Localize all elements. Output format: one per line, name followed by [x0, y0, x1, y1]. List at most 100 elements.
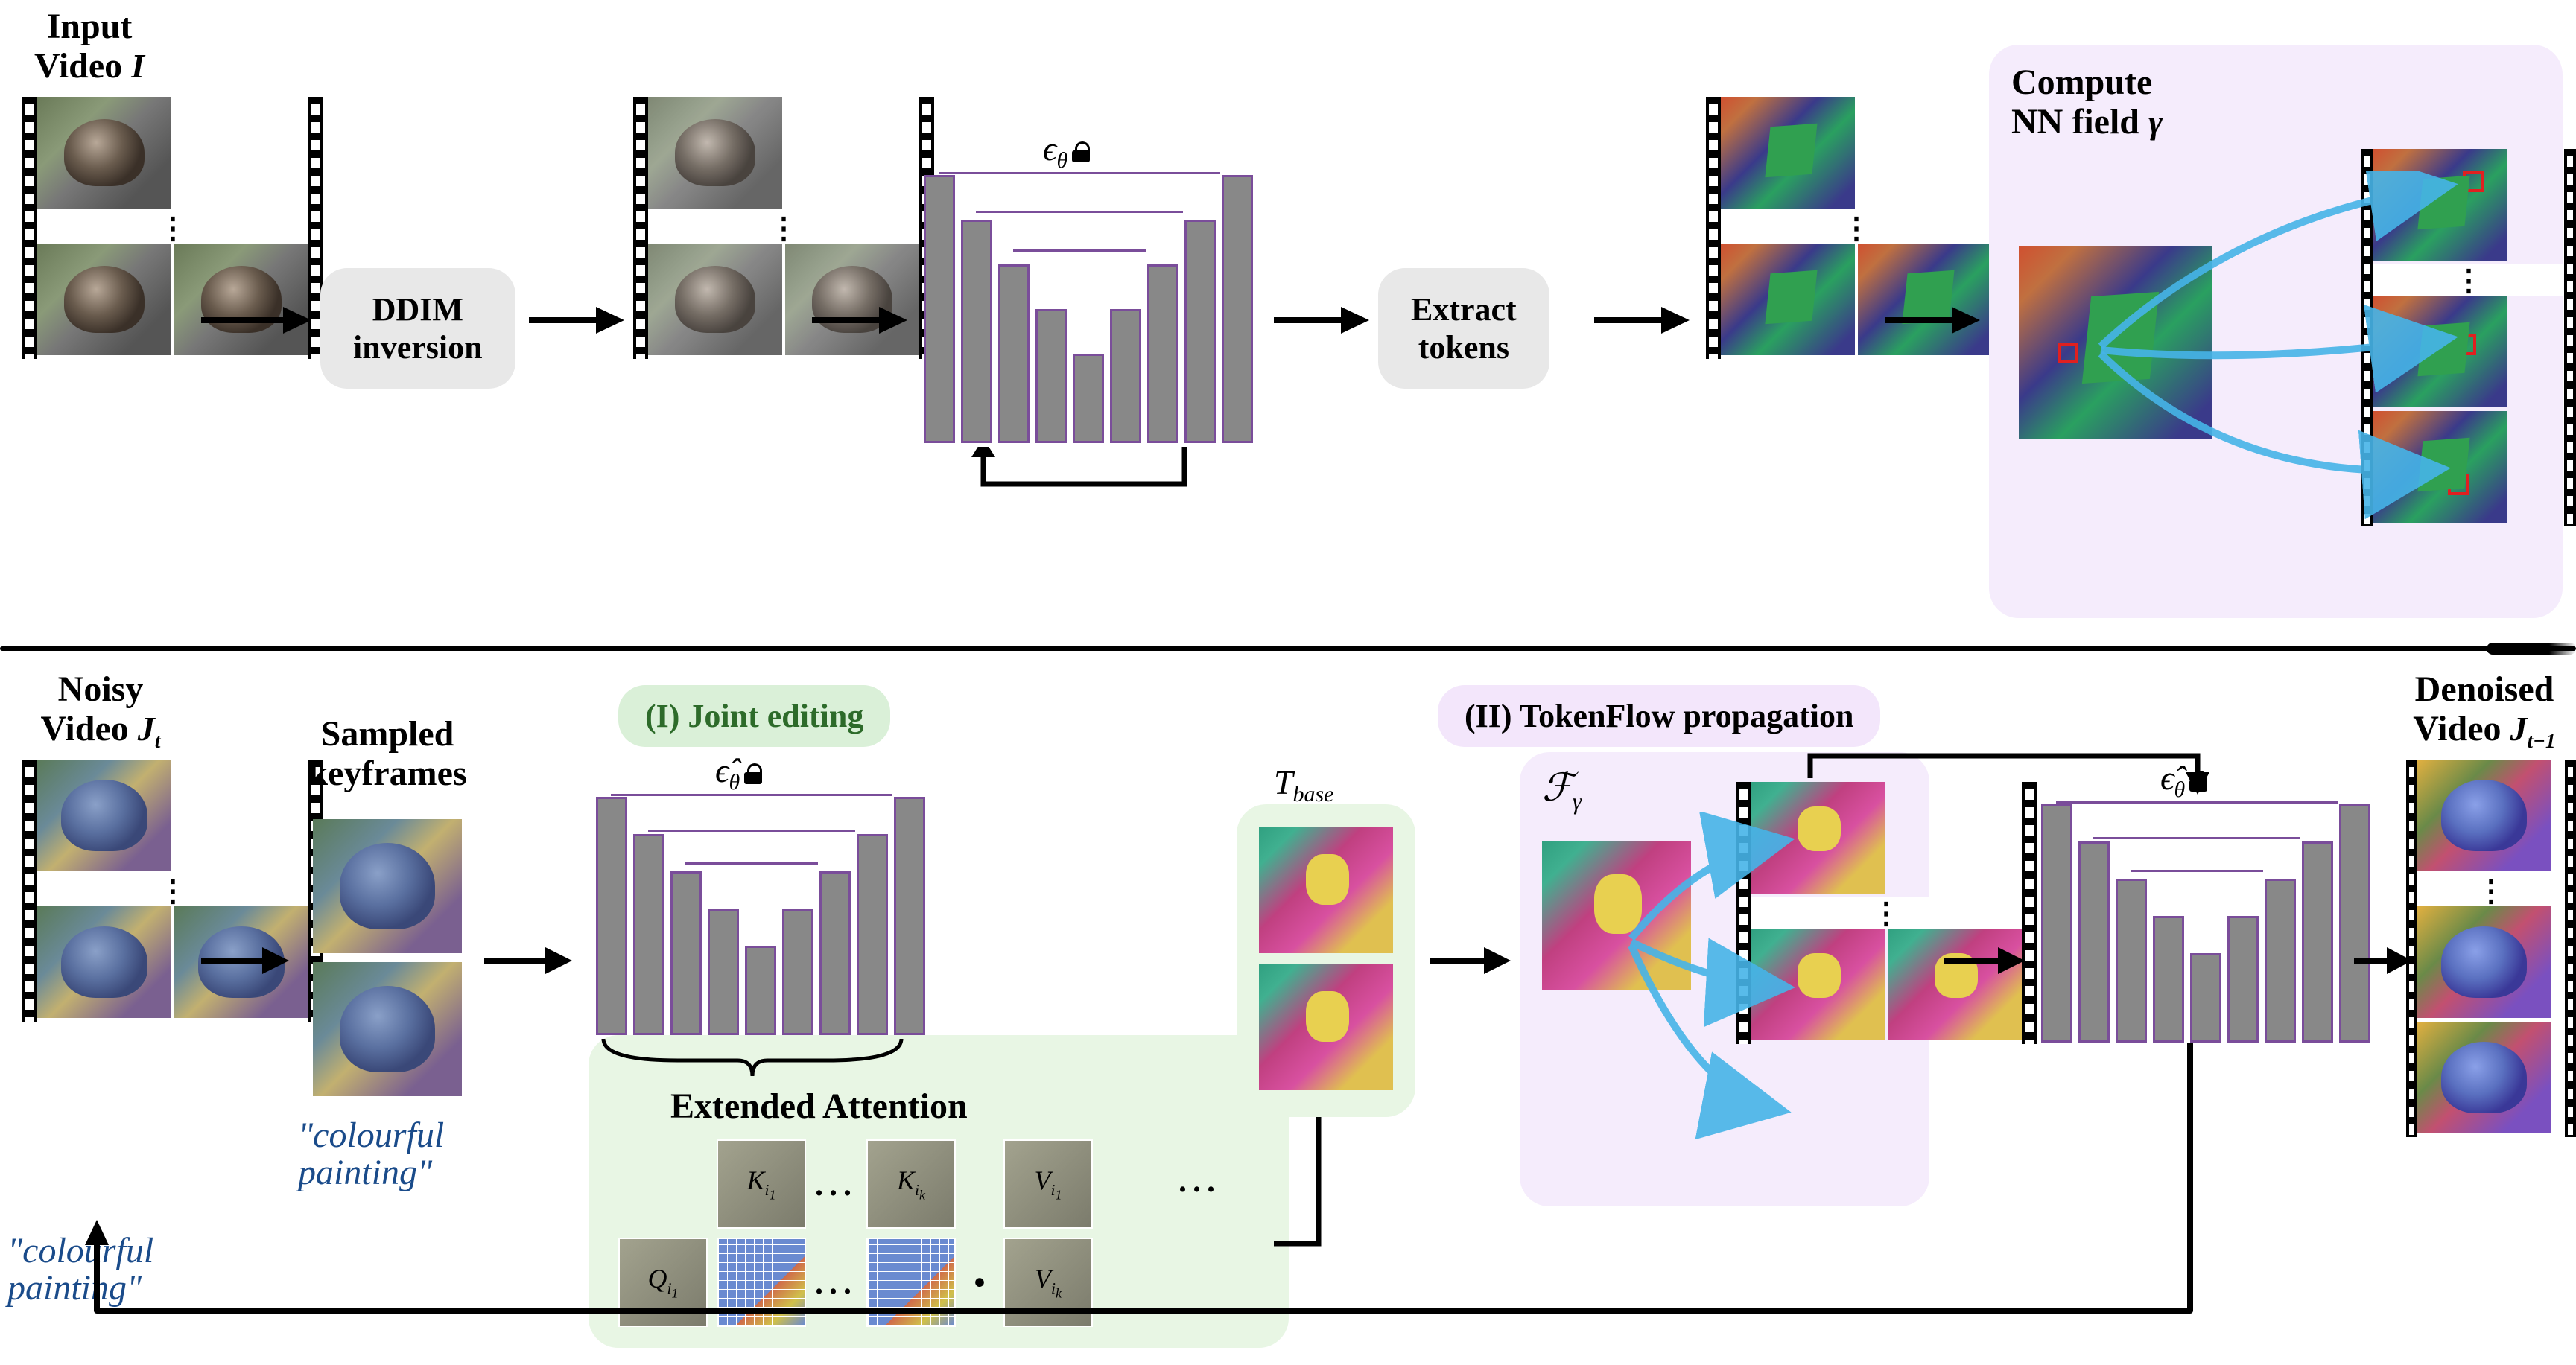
joint-editing-text: (I) Joint editing: [645, 698, 863, 734]
input-video-label-text: Input Video: [34, 7, 132, 86]
tokenflow-tag: (II) TokenFlow propagation: [1438, 685, 1880, 747]
unet-hat-label-right: ϵ̂θ: [2160, 760, 2207, 803]
fgamma-label: ℱγ: [1542, 767, 1582, 815]
unet-hat-label-left: ϵ̂θ: [715, 752, 762, 795]
frames: ⋮: [1751, 782, 2022, 1044]
sampled-kf-text: Sampled keyframes: [308, 714, 466, 793]
input-video-label: Input Video I: [22, 7, 156, 86]
unet-skip: [648, 830, 855, 832]
long-recurrent-arrow: [82, 1043, 2220, 1326]
unet-skip: [939, 172, 1220, 174]
unet-skip: [2056, 801, 2338, 804]
sprocket-left: [1706, 97, 1721, 359]
frame: [37, 760, 171, 871]
unet-label: ϵθ: [1043, 130, 1090, 174]
denoised-video-label: Denoised Video Jt−1: [2391, 670, 2576, 752]
frame: [1721, 97, 1855, 209]
unet-bar: [894, 797, 925, 1035]
unet-bar: [708, 909, 739, 1035]
unet-bar: [2265, 879, 2296, 1043]
frame: [1751, 929, 1885, 1040]
unet-skip: [685, 862, 818, 865]
input-video-symbol: I: [131, 47, 145, 85]
arrow-icon: [2354, 938, 2414, 983]
source-token-tile: [2019, 246, 2212, 439]
unet-bar: [1147, 264, 1178, 443]
unet-bar: [782, 909, 813, 1035]
lock-icon: [744, 763, 762, 784]
unet-skip: [2093, 837, 2300, 839]
sprocket-left: [633, 97, 648, 359]
ellipsis: ⋮: [1721, 212, 1992, 244]
frames: ⋮: [2417, 760, 2566, 1137]
tokenflow-source: [1542, 841, 1691, 990]
sprocket-left: [2406, 760, 2417, 1137]
unet-bar: [596, 797, 627, 1035]
lock-icon: [2189, 771, 2207, 792]
arrow-icon: [521, 298, 626, 343]
unet-bar: [924, 175, 955, 443]
unet-skip: [976, 211, 1183, 213]
frame: [648, 97, 782, 209]
source-token-large: [2019, 246, 2212, 439]
unet-bar: [1035, 309, 1067, 443]
tokenflow-source-tile: [1542, 841, 1691, 990]
noisy-video-text: Noisy Video: [41, 669, 144, 748]
unet-bar: [745, 946, 776, 1035]
frame: [1721, 244, 1855, 355]
ellipsis: ⋮: [648, 212, 919, 244]
ellipsis: ⋮: [37, 212, 308, 244]
recurrent-arrow: [961, 447, 1222, 514]
noisy-video-label: Noisy Video Jt: [15, 670, 186, 752]
ellipsis: ⋮: [1751, 897, 2022, 929]
frame: [37, 244, 171, 355]
sprocket-left: [1736, 782, 1751, 1044]
strip-row: ⋮: [1736, 782, 2037, 1044]
unet-bar: [2153, 916, 2184, 1043]
ddim-inversion-pill: DDIM inversion: [320, 268, 515, 389]
section-divider: [0, 646, 2576, 651]
arrow-icon: [1937, 938, 2026, 983]
compute-nn-label: Compute NN field γ: [2011, 63, 2384, 142]
unet-bar: [998, 264, 1030, 443]
ellipsis: ⋮: [37, 875, 308, 906]
frame: [2417, 760, 2551, 871]
unet-bar: [2339, 804, 2370, 1043]
arrow-icon: [477, 938, 574, 983]
sprocket-left: [2361, 149, 2373, 526]
arrow-icon: [805, 298, 909, 343]
extract-tokens-text: Extract tokens: [1411, 291, 1517, 366]
unet-bar: [2190, 953, 2221, 1043]
frames: ⋮: [2373, 149, 2563, 526]
nn-target-point: [2448, 474, 2469, 495]
arrow-icon: [1877, 298, 1982, 343]
keyframe: [313, 819, 462, 953]
unet-bar: [633, 834, 664, 1035]
nn-target-point: [2455, 334, 2476, 355]
unet-bar: [2227, 916, 2259, 1043]
tbase-tile: [1259, 827, 1393, 953]
unet-bar: [2041, 804, 2072, 1043]
frame: [37, 906, 171, 1018]
sprocket-right: [2565, 760, 2576, 1137]
frame: [2373, 296, 2507, 407]
arrow-icon: [1587, 298, 1691, 343]
tokenflow-text: (II) TokenFlow propagation: [1465, 698, 1853, 734]
joint-editing-tag: (I) Joint editing: [618, 685, 890, 747]
unet-top: [924, 175, 1253, 443]
unet-bar: [2078, 841, 2110, 1043]
frame: [2417, 906, 2551, 1018]
arrow-icon: [1423, 938, 1512, 983]
unet-skip: [2131, 870, 2263, 872]
nn-target-point: [2463, 171, 2484, 192]
extract-tokens-pill: Extract tokens: [1378, 268, 1549, 389]
unet-bar: [2302, 841, 2333, 1043]
tbase-label: Tbase: [1274, 763, 1333, 807]
unet-bar: [2116, 879, 2147, 1043]
sprocket-left: [22, 760, 37, 1022]
unet-bar: [857, 834, 888, 1035]
frame: [2373, 149, 2507, 261]
frame: [2417, 1022, 2551, 1133]
strip-row: ⋮: [2361, 149, 2576, 526]
frame: [2373, 411, 2507, 523]
